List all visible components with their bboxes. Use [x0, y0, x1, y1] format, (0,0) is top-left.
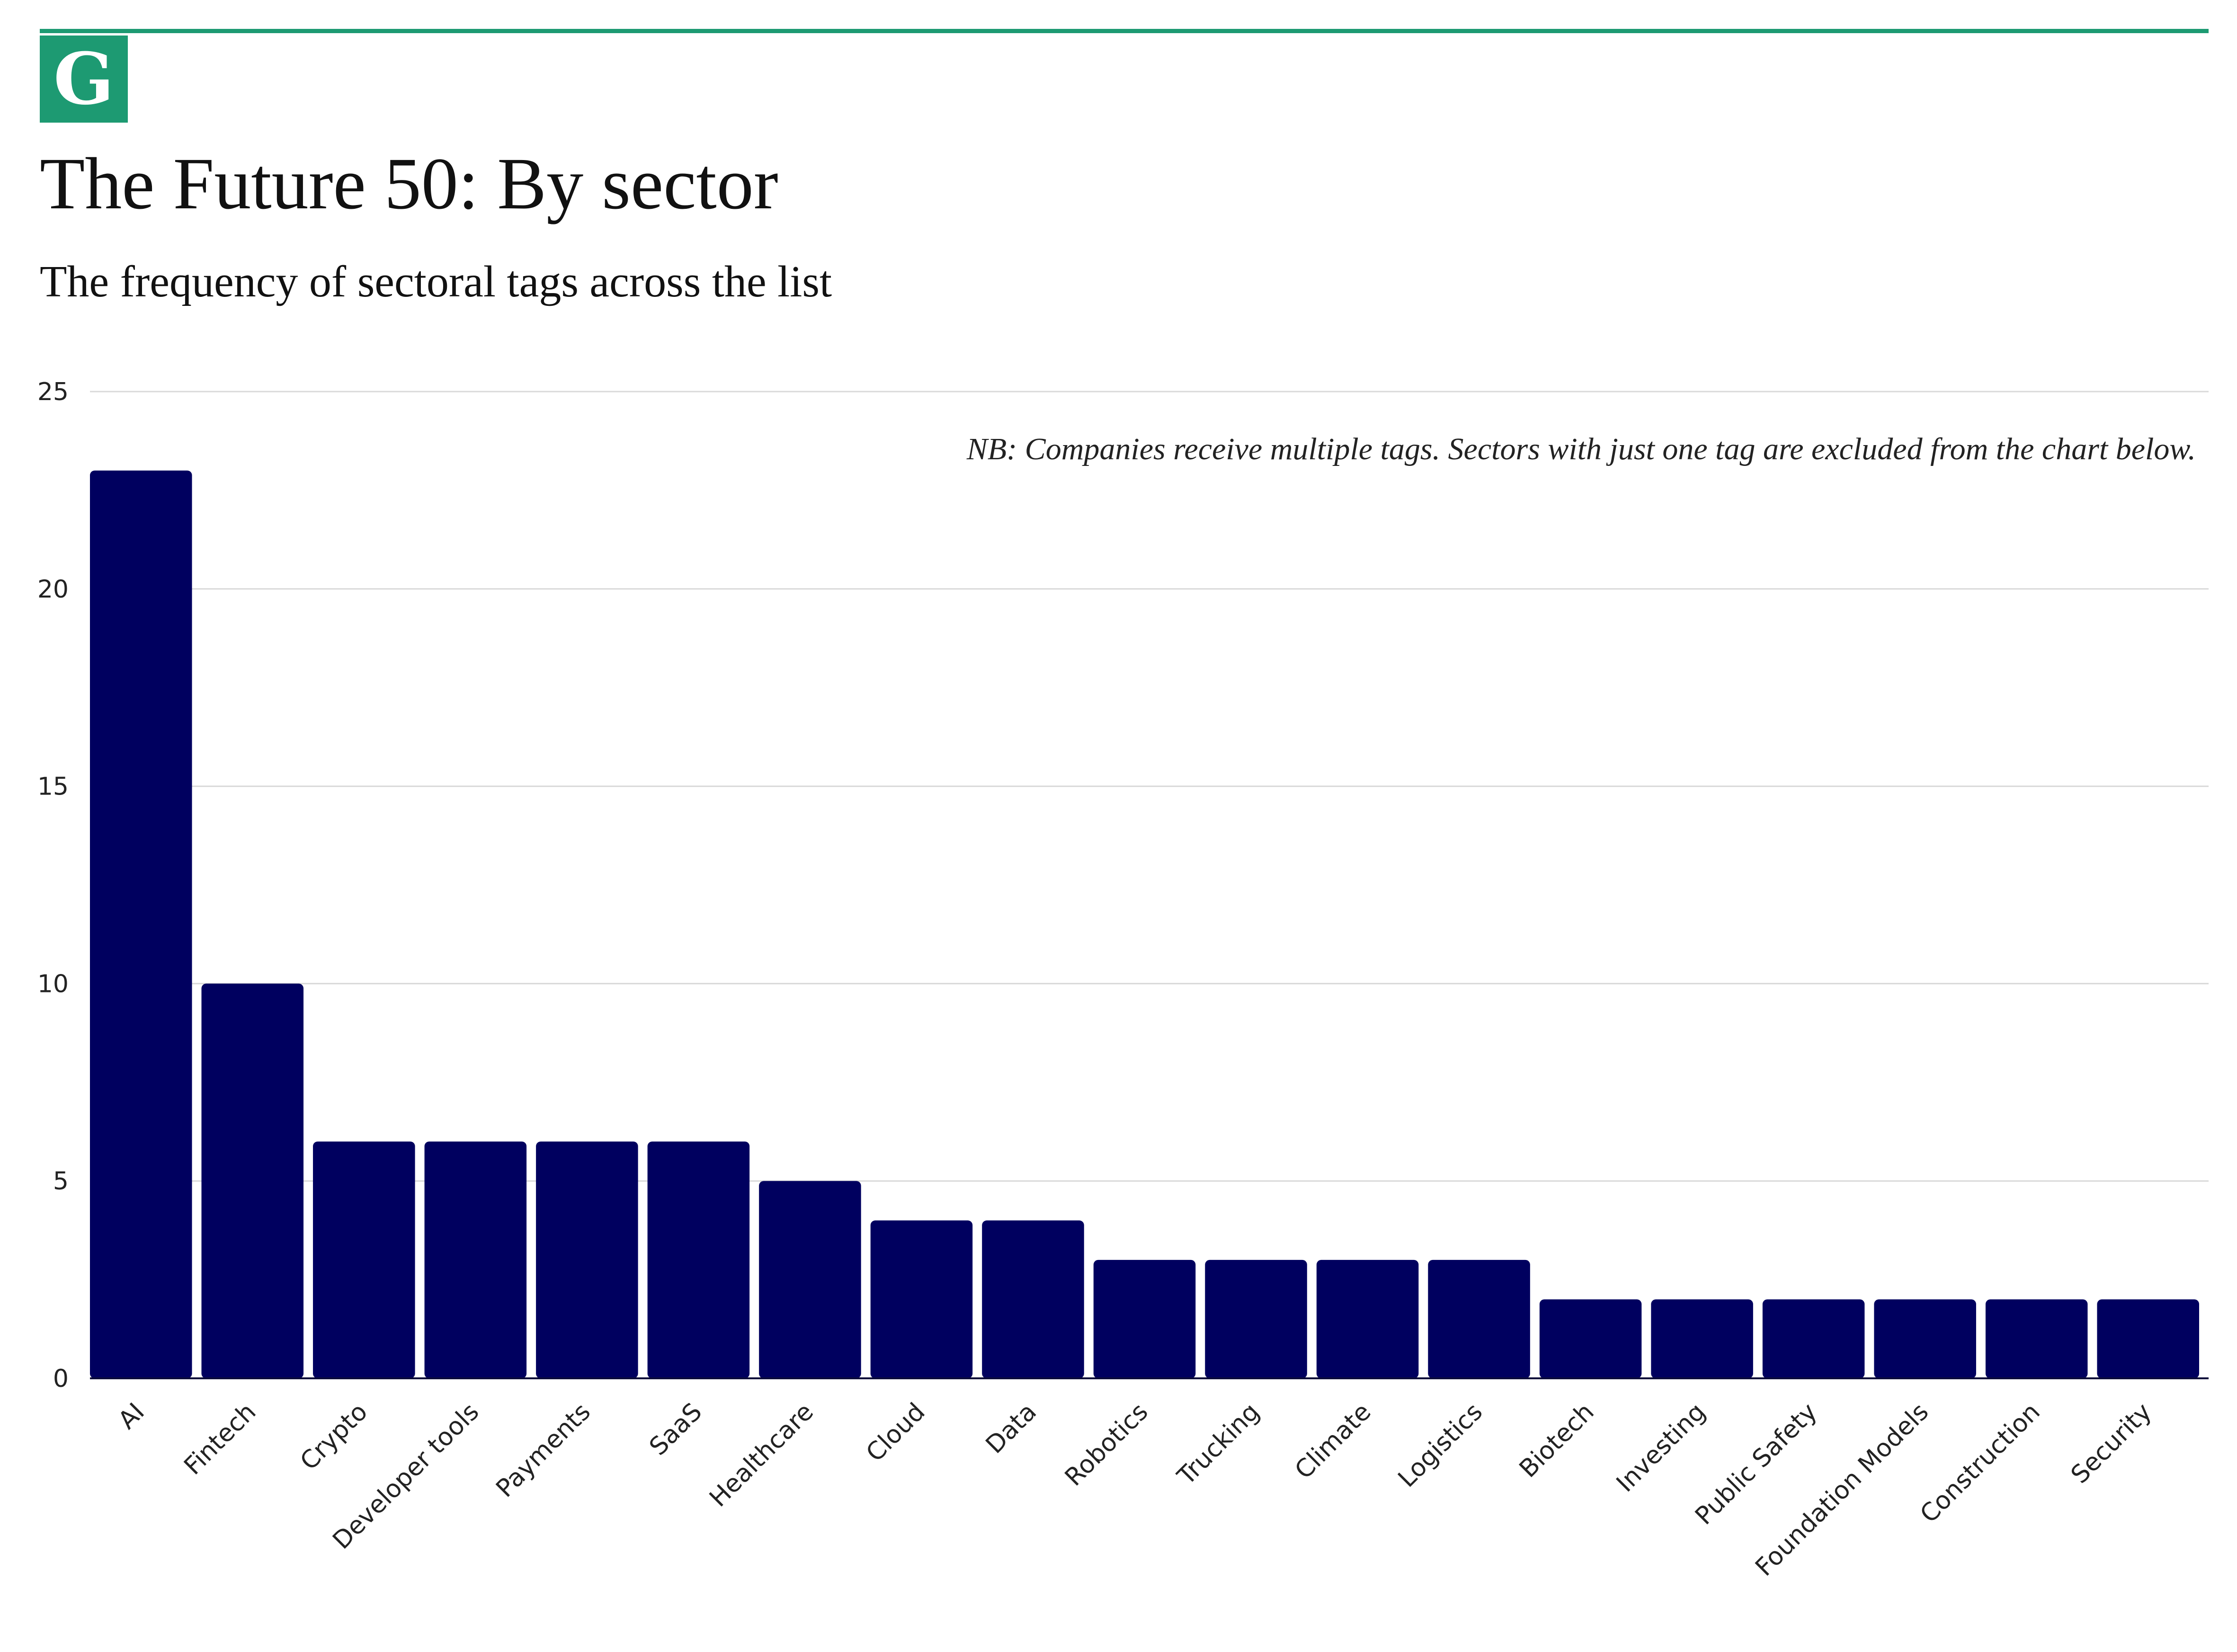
- x-tick-label: Fintech: [178, 1398, 261, 1481]
- x-tick-label: Robotics: [1060, 1398, 1154, 1492]
- logo-letter: G: [53, 37, 115, 121]
- bar-healthcare: [759, 1181, 861, 1378]
- bar-developer-tools: [424, 1141, 527, 1378]
- bar-logistics: [1428, 1259, 1530, 1378]
- bar-climate: [1316, 1259, 1419, 1378]
- bar-saas: [647, 1141, 750, 1378]
- x-tick-label: Trucking: [1172, 1398, 1265, 1491]
- top-accent-rule: [40, 29, 2209, 33]
- x-tick-label: Cloud: [861, 1398, 930, 1467]
- x-tick-label: Climate: [1290, 1398, 1377, 1485]
- bar-data: [982, 1220, 1084, 1378]
- chart-subtitle: The frequency of sectoral tags across th…: [40, 257, 832, 306]
- chart-title: The Future 50: By sector: [40, 143, 778, 224]
- y-tick-label: 20: [37, 575, 69, 604]
- bar-foundation-models: [1874, 1299, 1976, 1378]
- y-tick-label: 0: [53, 1365, 69, 1393]
- x-tick-label: Healthcare: [704, 1398, 819, 1513]
- x-tick-label: Crypto: [295, 1398, 373, 1476]
- bar-robotics: [1093, 1259, 1196, 1378]
- bar-public-safety: [1762, 1299, 1865, 1378]
- grid-lines: [90, 391, 2209, 1182]
- bar-trucking: [1205, 1259, 1307, 1378]
- y-tick-label: 25: [37, 378, 69, 406]
- bar-construction: [1985, 1299, 2088, 1378]
- y-tick-label: 10: [37, 970, 69, 998]
- chart-note: NB: Companies receive multiple tags. Sec…: [966, 432, 2196, 466]
- x-tick-label: Data: [980, 1398, 1042, 1459]
- bar-crypto: [313, 1141, 415, 1378]
- bar-security: [2097, 1299, 2199, 1378]
- x-tick-label: AI: [113, 1398, 150, 1435]
- brand-logo: G: [40, 36, 128, 123]
- y-tick-label: 15: [37, 773, 69, 801]
- y-axis-ticks: 0 5 10 15 20 25: [37, 378, 69, 1393]
- x-tick-label: Biotech: [1514, 1398, 1600, 1483]
- bar-fintech: [201, 983, 304, 1378]
- x-tick-label: Investing: [1611, 1398, 1711, 1498]
- bar-cloud: [870, 1220, 973, 1378]
- bar-investing: [1651, 1299, 1753, 1378]
- bar-ai: [90, 470, 192, 1378]
- x-tick-label: Security: [2066, 1398, 2157, 1489]
- x-tick-label: Payments: [490, 1398, 596, 1503]
- x-tick-label: Logistics: [1393, 1398, 1488, 1493]
- x-tick-label: Construction: [1915, 1398, 2046, 1529]
- bars: [90, 470, 2199, 1378]
- bar-payments: [536, 1141, 638, 1378]
- y-tick-label: 5: [53, 1167, 69, 1196]
- x-tick-label: SaaS: [644, 1398, 707, 1461]
- bar-biotech: [1539, 1299, 1642, 1378]
